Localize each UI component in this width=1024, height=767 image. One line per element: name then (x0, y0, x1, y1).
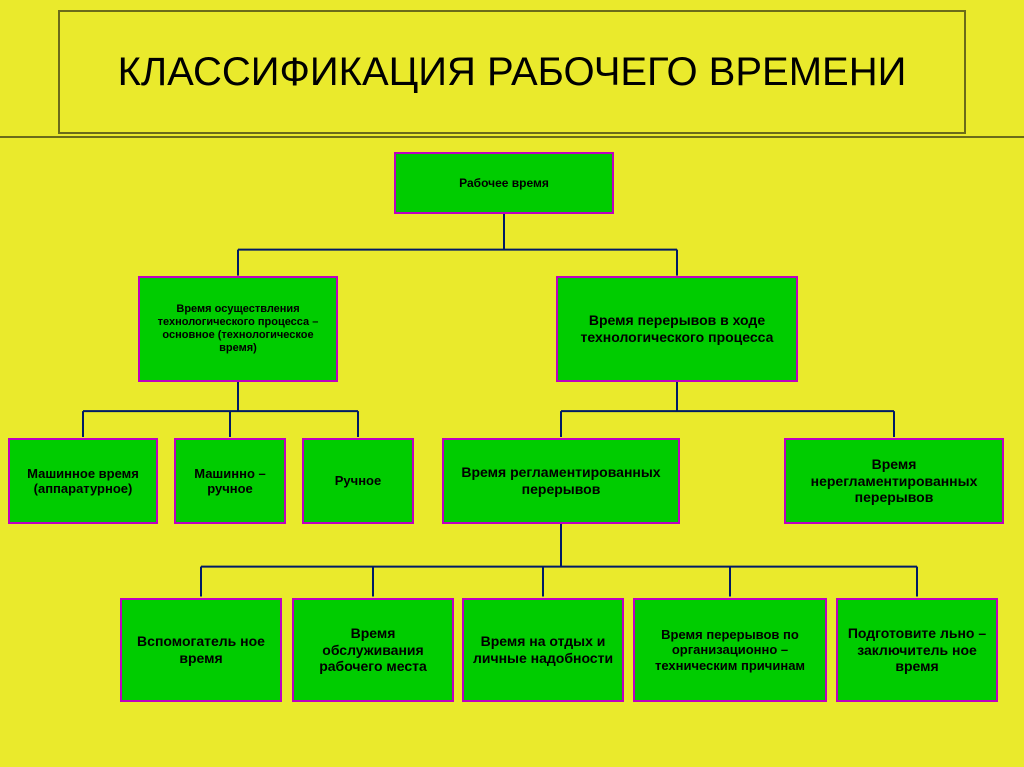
node-orgtech: Время перерывов по организационно – техн… (633, 598, 827, 702)
node-mmanual: Машинно – ручное (174, 438, 286, 524)
node-breaks: Время перерывов в ходе технологического … (556, 276, 798, 382)
node-tech: Время осуществления технологического про… (138, 276, 338, 382)
node-mach: Машинное время (аппаратурное) (8, 438, 158, 524)
node-prep: Подготовите льно – заключитель ное время (836, 598, 998, 702)
node-root: Рабочее время (394, 152, 614, 214)
node-reg: Время регламентированных перерывов (442, 438, 680, 524)
title-box: КЛАССИФИКАЦИЯ РАБОЧЕГО ВРЕМЕНИ (58, 10, 966, 134)
connector-from-tech (83, 381, 358, 437)
node-manual: Ручное (302, 438, 414, 524)
node-svc: Время обслуживания рабочего места (292, 598, 454, 702)
node-aux: Вспомогатель ное время (120, 598, 282, 702)
title-text: КЛАССИФИКАЦИЯ РАБОЧЕГО ВРЕМЕНИ (118, 50, 907, 94)
connector-from-root (238, 214, 677, 276)
connector-from-reg (201, 523, 917, 597)
diagram-region: Рабочее время Время осуществления техноло… (0, 136, 1024, 767)
connector-from-breaks (561, 381, 894, 437)
node-rest: Время на отдых и личные надобности (462, 598, 624, 702)
node-unreg: Время нерегламентированных перерывов (784, 438, 1004, 524)
